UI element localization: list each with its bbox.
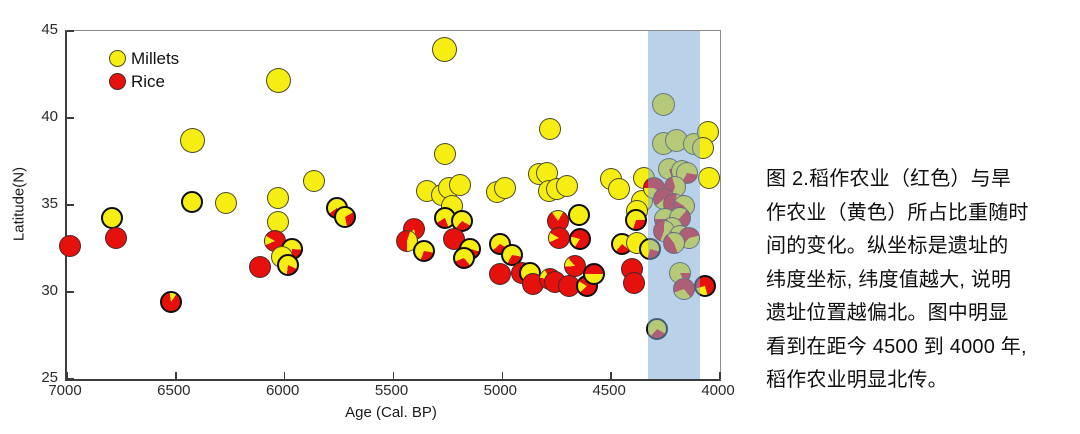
data-point — [692, 136, 715, 159]
data-point — [662, 232, 685, 255]
data-point — [433, 142, 456, 165]
data-point — [104, 227, 127, 250]
caption-line: 作农业（黄色）所占比重随时 — [766, 201, 1029, 224]
caption-line: 看到在距今 4500 到 4000 年, — [766, 335, 1027, 358]
y-tick-label: 25 — [41, 369, 58, 386]
legend: Millets Rice — [109, 47, 179, 93]
data-point — [693, 274, 716, 297]
x-tick-label: 5000 — [483, 382, 518, 399]
y-tick-label: 40 — [41, 108, 58, 125]
y-tick — [67, 204, 74, 206]
data-point — [265, 68, 291, 94]
data-point — [568, 203, 591, 226]
data-point — [59, 234, 82, 257]
caption-line: 图 2.稻作农业（红色）与旱 — [766, 168, 1012, 190]
caption-line: 间的变化。纵坐标是遗址的 — [766, 235, 1009, 257]
data-point — [623, 272, 646, 295]
data-point — [638, 237, 661, 260]
data-point — [608, 178, 630, 201]
data-point — [179, 128, 205, 154]
data-point — [160, 291, 183, 314]
data-point — [652, 92, 676, 116]
data-point — [493, 177, 516, 200]
x-tick — [283, 372, 286, 379]
caption-line: 遗址位置越偏北。图中明显 — [766, 302, 1009, 324]
data-point — [181, 191, 204, 214]
x-tick — [610, 372, 612, 379]
x-tick — [501, 372, 504, 379]
y-tick — [67, 378, 74, 380]
x-tick-label: 6000 — [265, 382, 300, 399]
y-tick-label: 35 — [41, 195, 58, 212]
x-tick — [719, 372, 721, 379]
rice-marker-icon — [109, 73, 126, 90]
data-point — [538, 118, 561, 141]
data-point — [214, 192, 237, 215]
data-point — [432, 36, 458, 62]
data-point — [267, 187, 290, 210]
data-point — [645, 318, 668, 341]
data-point — [333, 206, 356, 229]
y-tick — [67, 30, 74, 32]
data-point — [100, 207, 123, 230]
data-point — [698, 167, 721, 190]
data-point — [489, 262, 512, 285]
y-tick-label: 45 — [41, 21, 58, 38]
data-point — [248, 255, 271, 278]
caption-line: 稻作农业明显北传。 — [766, 369, 948, 391]
y-tick-label: 30 — [41, 282, 58, 299]
y-tick — [67, 291, 74, 293]
millets-marker-icon — [109, 50, 126, 67]
data-point — [276, 254, 299, 277]
data-point — [555, 174, 578, 197]
x-tick-label: 7000 — [48, 382, 82, 399]
legend-item-rice: Rice — [109, 70, 179, 93]
figure-caption: 图 2.稻作农业（红色）与旱 作农业（黄色）所占比重随时 间的变化。纵坐标是遗址的纬… — [766, 163, 1078, 398]
x-tick — [175, 372, 177, 379]
data-point — [395, 229, 418, 252]
data-point — [501, 243, 524, 266]
data-point — [582, 262, 605, 285]
data-point — [412, 240, 435, 263]
x-tick — [66, 372, 68, 379]
legend-item-millets: Millets — [109, 47, 179, 70]
data-point — [624, 208, 647, 231]
data-point — [672, 277, 695, 300]
data-point — [568, 227, 591, 250]
y-axis-title: Latitude(N) — [10, 166, 28, 242]
x-tick — [392, 372, 395, 379]
legend-label-millets: Millets — [131, 48, 180, 68]
data-point — [303, 169, 326, 192]
x-tick-label: 6500 — [157, 382, 191, 399]
y-tick — [67, 117, 74, 119]
data-point — [547, 227, 570, 250]
caption-line: 纬度坐标, 纬度值越大, 说明 — [766, 268, 1012, 291]
x-axis-title: Age (Cal. BP) — [345, 404, 437, 421]
data-point — [453, 247, 476, 270]
data-point — [448, 173, 471, 196]
x-tick-label: 4500 — [592, 382, 626, 399]
legend-label-rice: Rice — [131, 71, 166, 91]
plot-area: Millets Rice — [59, 30, 721, 381]
x-tick-label: 4000 — [701, 382, 735, 399]
x-tick-label: 5500 — [374, 382, 409, 399]
